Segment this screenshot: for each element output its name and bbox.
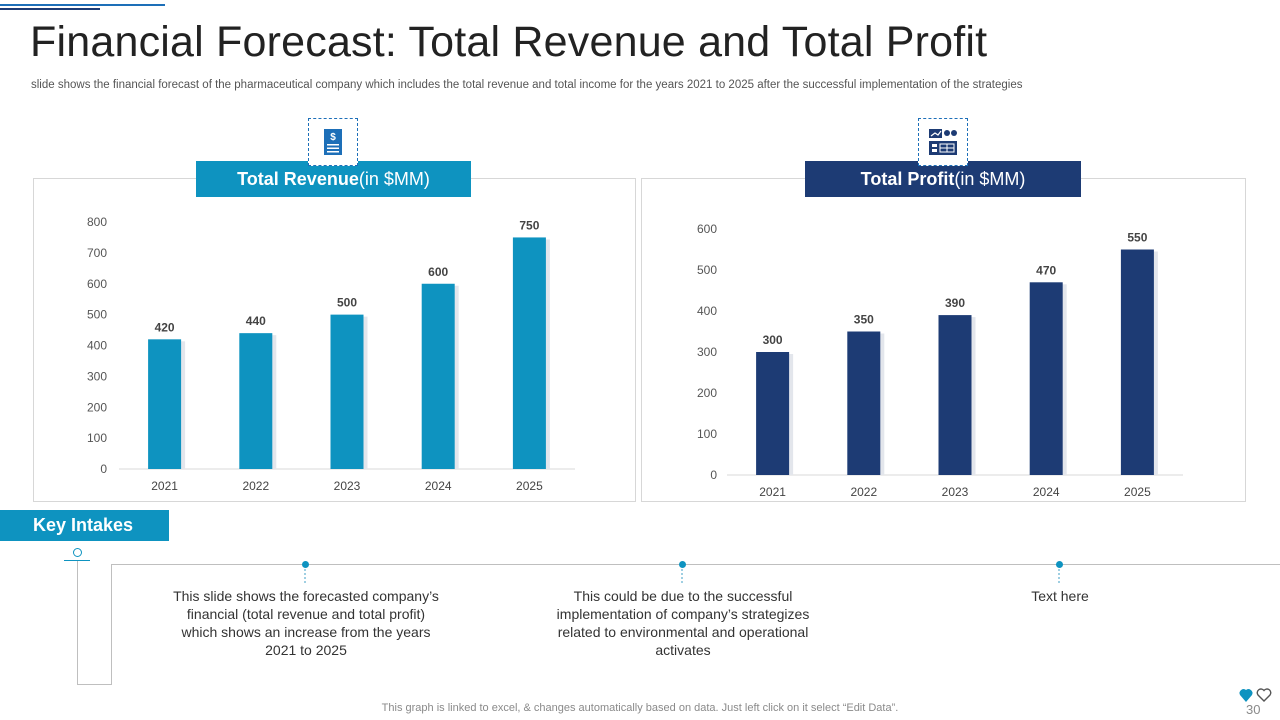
profit-x-tick-2025: 2025: [1124, 485, 1151, 499]
dashboard-chart-icon: [918, 118, 968, 166]
profit-y-tick-200: 200: [697, 386, 717, 400]
revenue-data-label-2025: 750: [519, 218, 539, 232]
revenue-y-tick-100: 100: [87, 431, 107, 445]
key-intakes-underline: [64, 560, 90, 561]
revenue-x-tick-2022: 2022: [242, 479, 269, 493]
profit-bar-2024: [1029, 282, 1063, 475]
revenue-bar-2022: [239, 333, 273, 469]
key-intakes-circle-icon: [73, 548, 82, 557]
profit-data-label-2022: 350: [854, 313, 874, 327]
key-intake-marker-2: [679, 561, 686, 568]
revenue-y-tick-200: 200: [87, 400, 107, 414]
top-accent-line-secondary: [0, 8, 100, 10]
revenue-y-tick-400: 400: [87, 339, 107, 353]
svg-text:$: $: [330, 132, 336, 143]
profit-y-tick-100: 100: [697, 427, 717, 441]
profit-data-label-2025: 550: [1127, 231, 1147, 245]
key-intakes-bracket-bottom: [77, 684, 111, 685]
revenue-y-tick-0: 0: [100, 462, 107, 476]
profit-x-tick-2022: 2022: [850, 485, 877, 499]
profit-y-tick-300: 300: [697, 345, 717, 359]
revenue-chart-header: Total Revenue (in $MM): [196, 161, 471, 197]
revenue-data-label-2023: 500: [337, 296, 357, 310]
top-accent-line: [0, 4, 165, 6]
profit-y-tick-400: 400: [697, 304, 717, 318]
revenue-header-bold: Total Revenue: [237, 168, 359, 189]
revenue-y-tick-300: 300: [87, 369, 107, 383]
key-intakes-box-left-edge: [111, 564, 112, 685]
page-number: 30: [1246, 702, 1261, 717]
profit-y-tick-600: 600: [697, 222, 717, 236]
profit-x-tick-2024: 2024: [1033, 485, 1060, 499]
page-subtitle: slide shows the financial forecast of th…: [31, 79, 1023, 91]
profit-bar-2022: [847, 331, 881, 475]
key-intake-marker-3: [1056, 561, 1063, 568]
revenue-bar-2025: [512, 237, 546, 469]
profit-y-tick-0: 0: [710, 468, 717, 482]
heart-logo-icon: [1238, 686, 1274, 709]
revenue-y-tick-800: 800: [87, 215, 107, 229]
key-intakes-bracket-vertical: [77, 561, 78, 685]
revenue-bar-2024: [421, 283, 455, 469]
key-intake-text-2: This could be due to the successful impl…: [556, 588, 810, 658]
profit-bar-chart: 0 100 200 300 400 500 600 300 2021 350 2022 390 2023…: [697, 222, 1183, 499]
profit-data-label-2021: 300: [763, 333, 783, 347]
revenue-bar-2021: [148, 339, 182, 469]
revenue-y-tick-600: 600: [87, 277, 107, 291]
profit-bar-2023: [938, 315, 972, 475]
key-intake-connector-3: [1058, 569, 1060, 583]
revenue-x-tick-2025: 2025: [516, 479, 543, 493]
key-intake-text-1: This slide shows the forecasted company’…: [173, 588, 439, 658]
revenue-bar-chart: 0 100 200 300 400 500 600 700 800 420 2021 440 2022 5…: [87, 215, 575, 493]
page-title: Financial Forecast: Total Revenue and To…: [30, 18, 988, 66]
key-intakes-header: Key Intakes: [0, 510, 169, 541]
key-intake-marker-1: [302, 561, 309, 568]
revenue-data-label-2022: 440: [246, 314, 266, 328]
revenue-header-unit: (in $MM): [358, 168, 430, 189]
profit-bar-2025: [1120, 249, 1154, 475]
key-intake-text-3: Text here: [1031, 588, 1089, 604]
revenue-y-tick-700: 700: [87, 246, 107, 260]
revenue-data-label-2021: 420: [155, 320, 175, 334]
profit-data-label-2023: 390: [945, 296, 965, 310]
dollar-document-icon: $: [308, 118, 358, 166]
profit-x-tick-2023: 2023: [942, 485, 969, 499]
profit-data-label-2024: 470: [1036, 263, 1056, 277]
profit-chart-header: Total Profit (in $MM): [805, 161, 1081, 197]
revenue-y-tick-500: 500: [87, 308, 107, 322]
revenue-x-tick-2024: 2024: [425, 479, 452, 493]
revenue-data-label-2024: 600: [428, 265, 448, 279]
profit-header-unit: (in $MM): [954, 168, 1026, 189]
key-intakes-box-top-edge: [111, 564, 1280, 565]
revenue-x-tick-2021: 2021: [151, 479, 178, 493]
revenue-bar-2023: [330, 314, 364, 469]
key-intake-connector-2: [681, 569, 683, 583]
key-intake-connector-1: [304, 569, 306, 583]
revenue-x-tick-2023: 2023: [334, 479, 361, 493]
profit-y-tick-500: 500: [697, 263, 717, 277]
profit-header-bold: Total Profit: [860, 168, 955, 189]
profit-x-tick-2021: 2021: [759, 485, 786, 499]
footer-note: This graph is linked to excel, & changes…: [381, 702, 899, 714]
profit-bar-2021: [756, 352, 790, 475]
